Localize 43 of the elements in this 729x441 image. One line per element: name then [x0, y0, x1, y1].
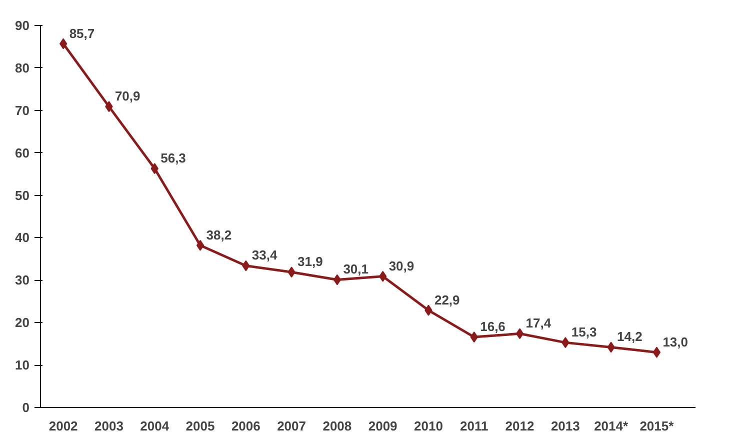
text: 22,9 — [434, 292, 460, 308]
point — [516, 328, 524, 340]
x-tick-label: 2014* — [594, 418, 629, 434]
y-tick-label: 20 — [15, 315, 30, 330]
x-tick-label: 2003 — [94, 418, 124, 434]
text: 85,7 — [69, 26, 95, 41]
x-tick-label: 2013 — [550, 418, 580, 434]
text: 31,9 — [298, 254, 323, 270]
text: 33,4 — [252, 248, 278, 263]
x-tick-label: 2015* — [640, 418, 675, 434]
text: 17,4 — [526, 316, 552, 331]
y-tick-label: 90 — [15, 18, 30, 33]
text: 14,2 — [617, 329, 642, 344]
text: 30,9 — [388, 258, 414, 274]
x-tick-label: 2007 — [277, 418, 306, 434]
y-tick-label: 60 — [15, 145, 30, 160]
text: 30,1 — [343, 262, 368, 277]
point — [333, 274, 342, 286]
text: 16,6 — [480, 319, 506, 334]
point — [652, 346, 661, 358]
x-tick-label: 2012 — [505, 418, 534, 434]
text: 15,3 — [571, 324, 597, 340]
x-tick-label: 2009 — [368, 418, 398, 434]
y-tick-label: 0 — [22, 400, 30, 415]
x-tick-label: 2002 — [48, 418, 78, 434]
x-tick-label: 2004 — [140, 418, 170, 434]
y-tick-label: 70 — [15, 102, 30, 118]
x-tick-label: 2010 — [414, 418, 443, 434]
point — [196, 240, 204, 251]
y-tick-label: 40 — [15, 230, 30, 246]
text: 56,3 — [160, 150, 186, 166]
text: 38,2 — [206, 227, 232, 242]
x-tick-label: 2011 — [460, 418, 488, 434]
x-tick-label: 2005 — [186, 418, 215, 434]
text: 70,9 — [114, 88, 140, 104]
x-tick-label: 2008 — [322, 418, 352, 434]
y-tick-label: 80 — [15, 60, 30, 76]
y-tick-label: 10 — [15, 358, 30, 373]
point — [59, 38, 68, 50]
text: 13,0 — [662, 334, 688, 350]
x-tick-label: 2006 — [231, 418, 260, 434]
y-tick-label: 30 — [15, 272, 30, 288]
y-tick-label: 50 — [15, 188, 30, 203]
